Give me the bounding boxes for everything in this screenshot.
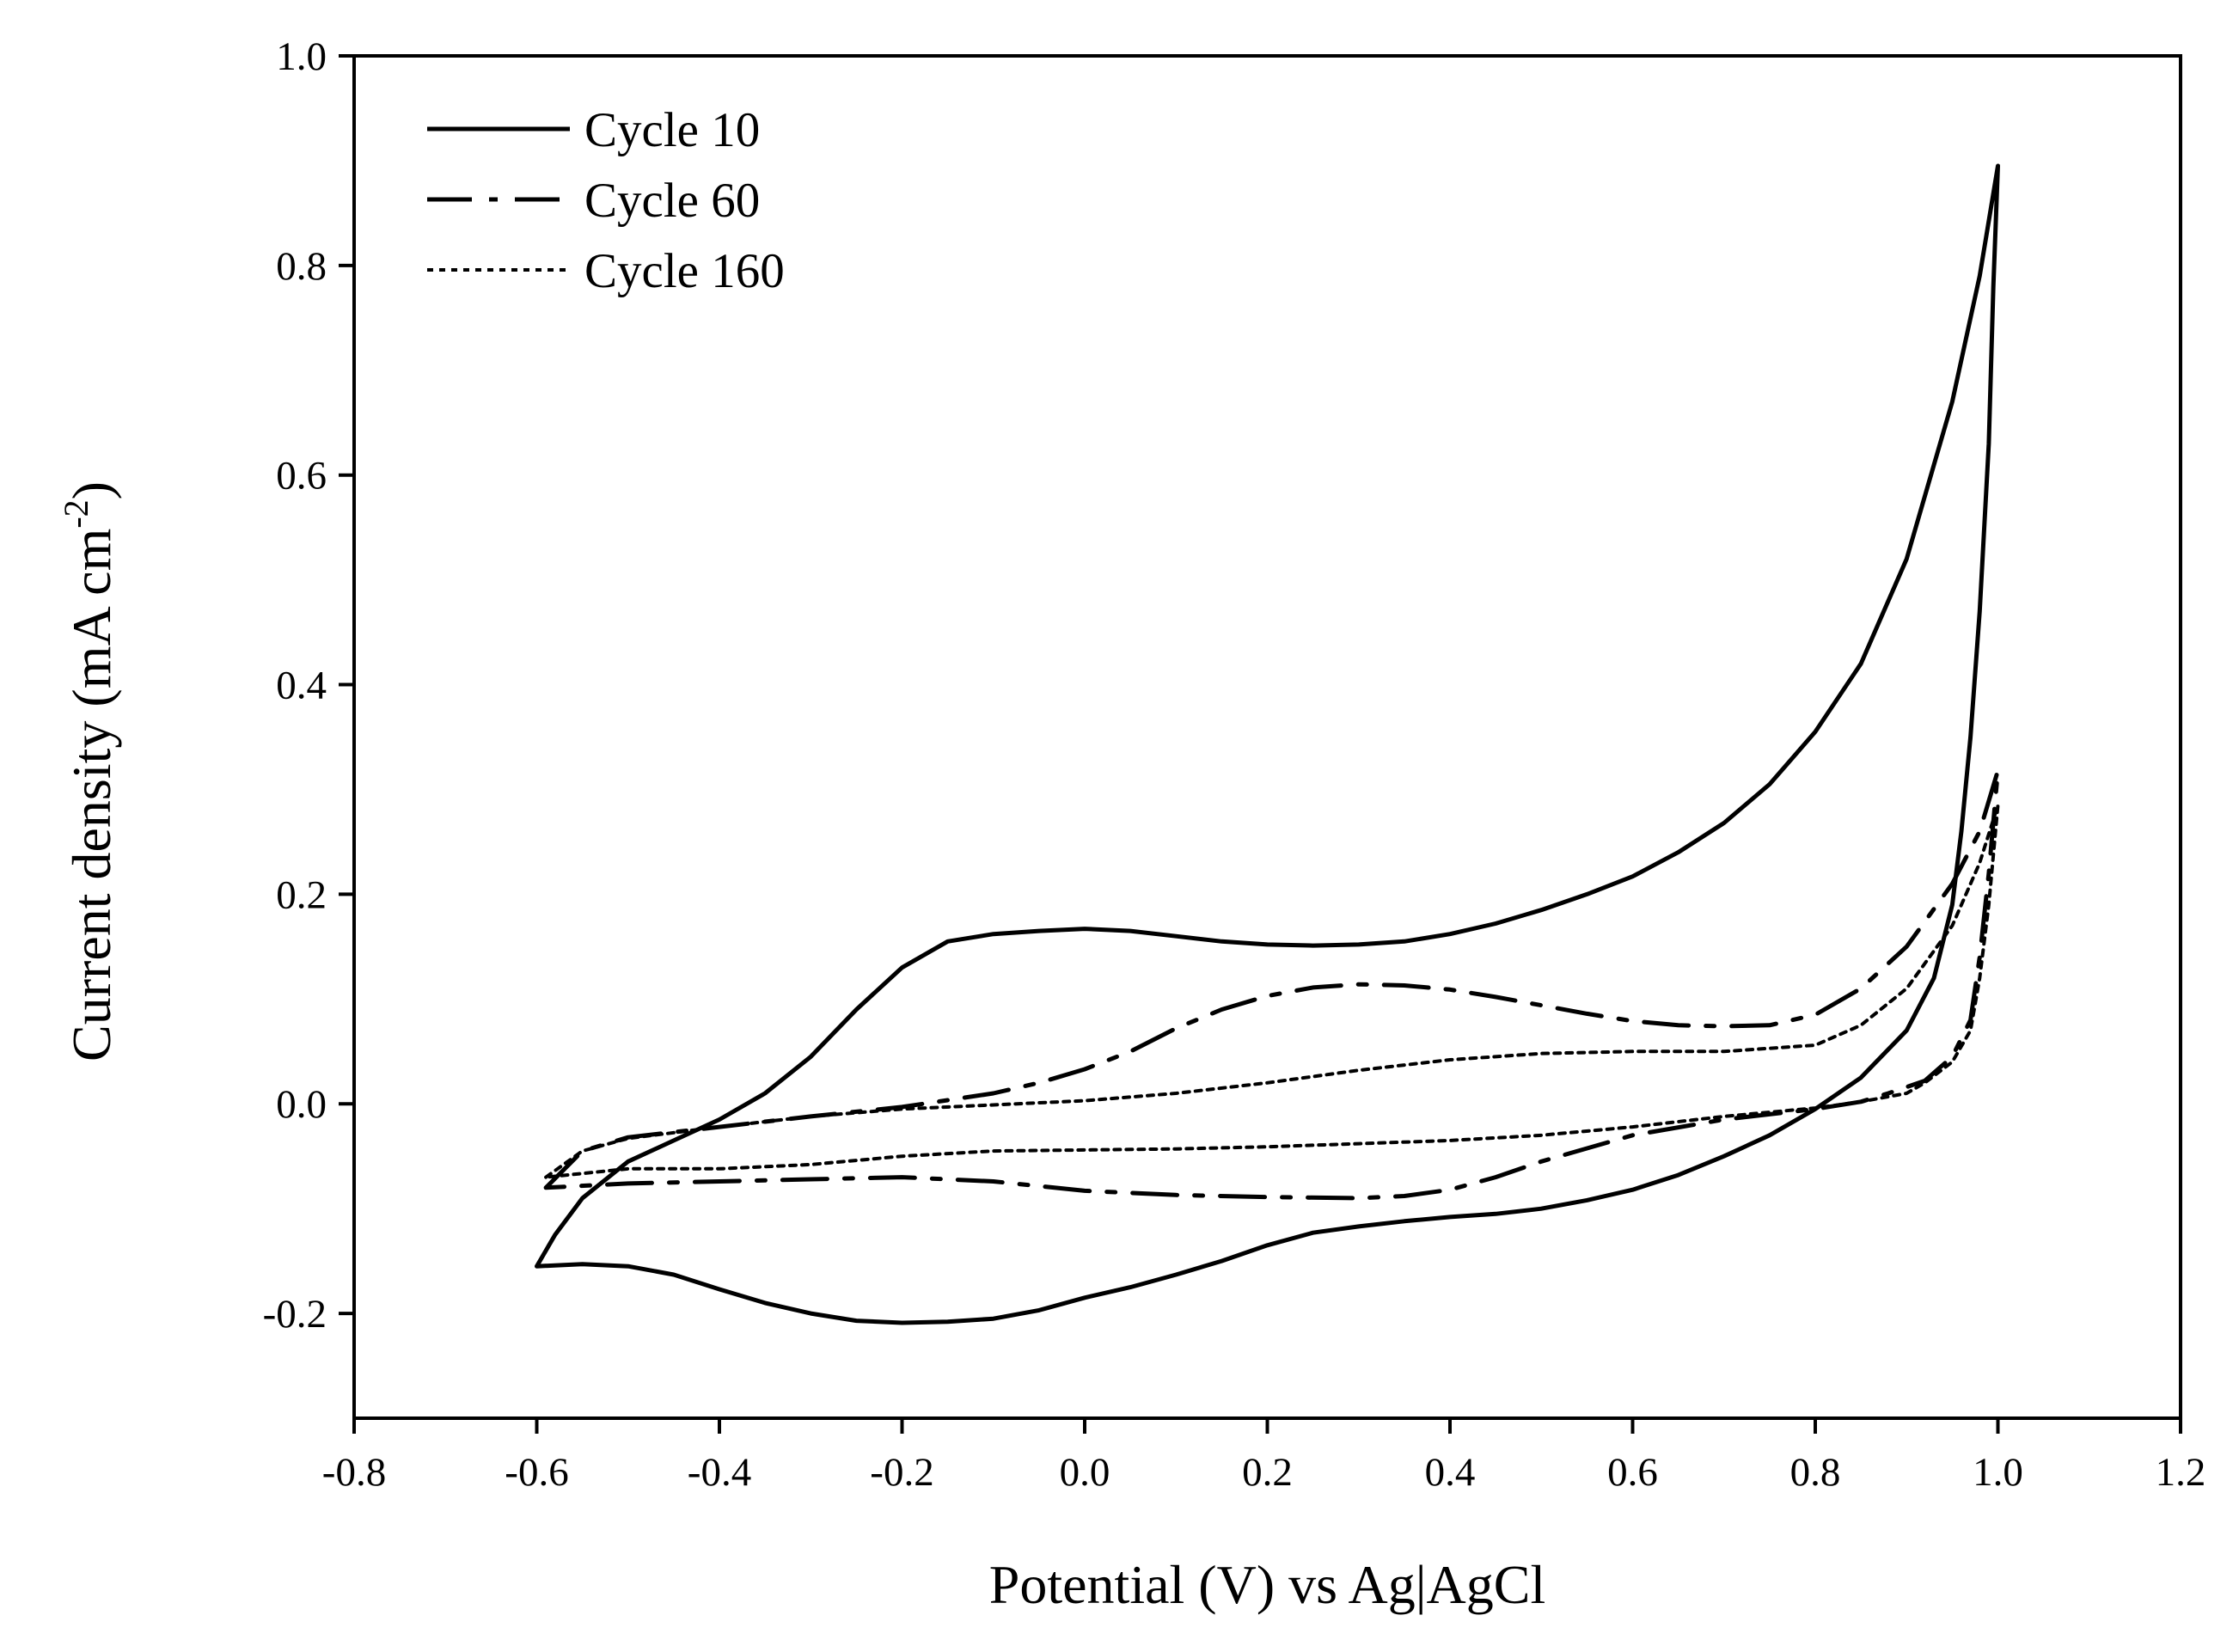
x-tick-label: -0.6 xyxy=(505,1450,568,1495)
series-line-cycle-160 xyxy=(544,803,2000,1179)
y-tick-label: 1.0 xyxy=(276,34,327,79)
legend-label: Cycle 10 xyxy=(584,103,760,157)
y-tick-label: 0.6 xyxy=(276,454,327,499)
x-tick-label: 0.2 xyxy=(1242,1450,1293,1495)
x-tick-label: 1.0 xyxy=(1973,1450,2023,1495)
x-tick-label: 1.2 xyxy=(2156,1450,2206,1495)
y-axis: -0.2 0.0 0.2 0.4 0.6 0.8 1.0 xyxy=(263,34,354,1337)
legend-label: Cycle 60 xyxy=(584,174,760,228)
plot-series xyxy=(535,163,2000,1325)
x-tick-label: -0.4 xyxy=(688,1450,751,1495)
y-axis-title-superscript: -2 xyxy=(57,499,95,528)
x-tick-label: 0.0 xyxy=(1060,1450,1110,1495)
y-axis-title-close: ) xyxy=(61,481,122,499)
y-tick-label: -0.2 xyxy=(263,1292,327,1337)
x-tick-label: -0.8 xyxy=(322,1450,386,1495)
legend: Cycle 10 Cycle 60 Cycle 160 xyxy=(427,103,785,298)
y-axis-title: Current density (mA cm-2) xyxy=(57,481,122,1062)
x-tick-label: 0.4 xyxy=(1425,1450,1476,1495)
y-axis-title-main: Current density (mA cm xyxy=(61,529,122,1062)
x-tick-label: 0.6 xyxy=(1607,1450,1658,1495)
y-tick-label: 0.8 xyxy=(276,244,327,289)
y-tick-label: 0.0 xyxy=(276,1082,327,1127)
y-tick-label: 0.2 xyxy=(276,872,327,917)
y-tick-label: 0.4 xyxy=(276,664,327,708)
x-axis-title: Potential (V) vs Ag|AgCl xyxy=(989,1554,1545,1615)
x-tick-label: 0.8 xyxy=(1790,1450,1841,1495)
x-tick-label: -0.2 xyxy=(870,1450,933,1495)
series-line-cycle-60 xyxy=(543,768,2000,1201)
legend-label: Cycle 160 xyxy=(584,244,785,298)
x-axis: -0.8 -0.6 -0.4 -0.2 0.0 0.2 0.4 0.6 0.8 1.0 1.2 xyxy=(322,1418,2206,1495)
series-line-cycle-10 xyxy=(535,163,2000,1325)
